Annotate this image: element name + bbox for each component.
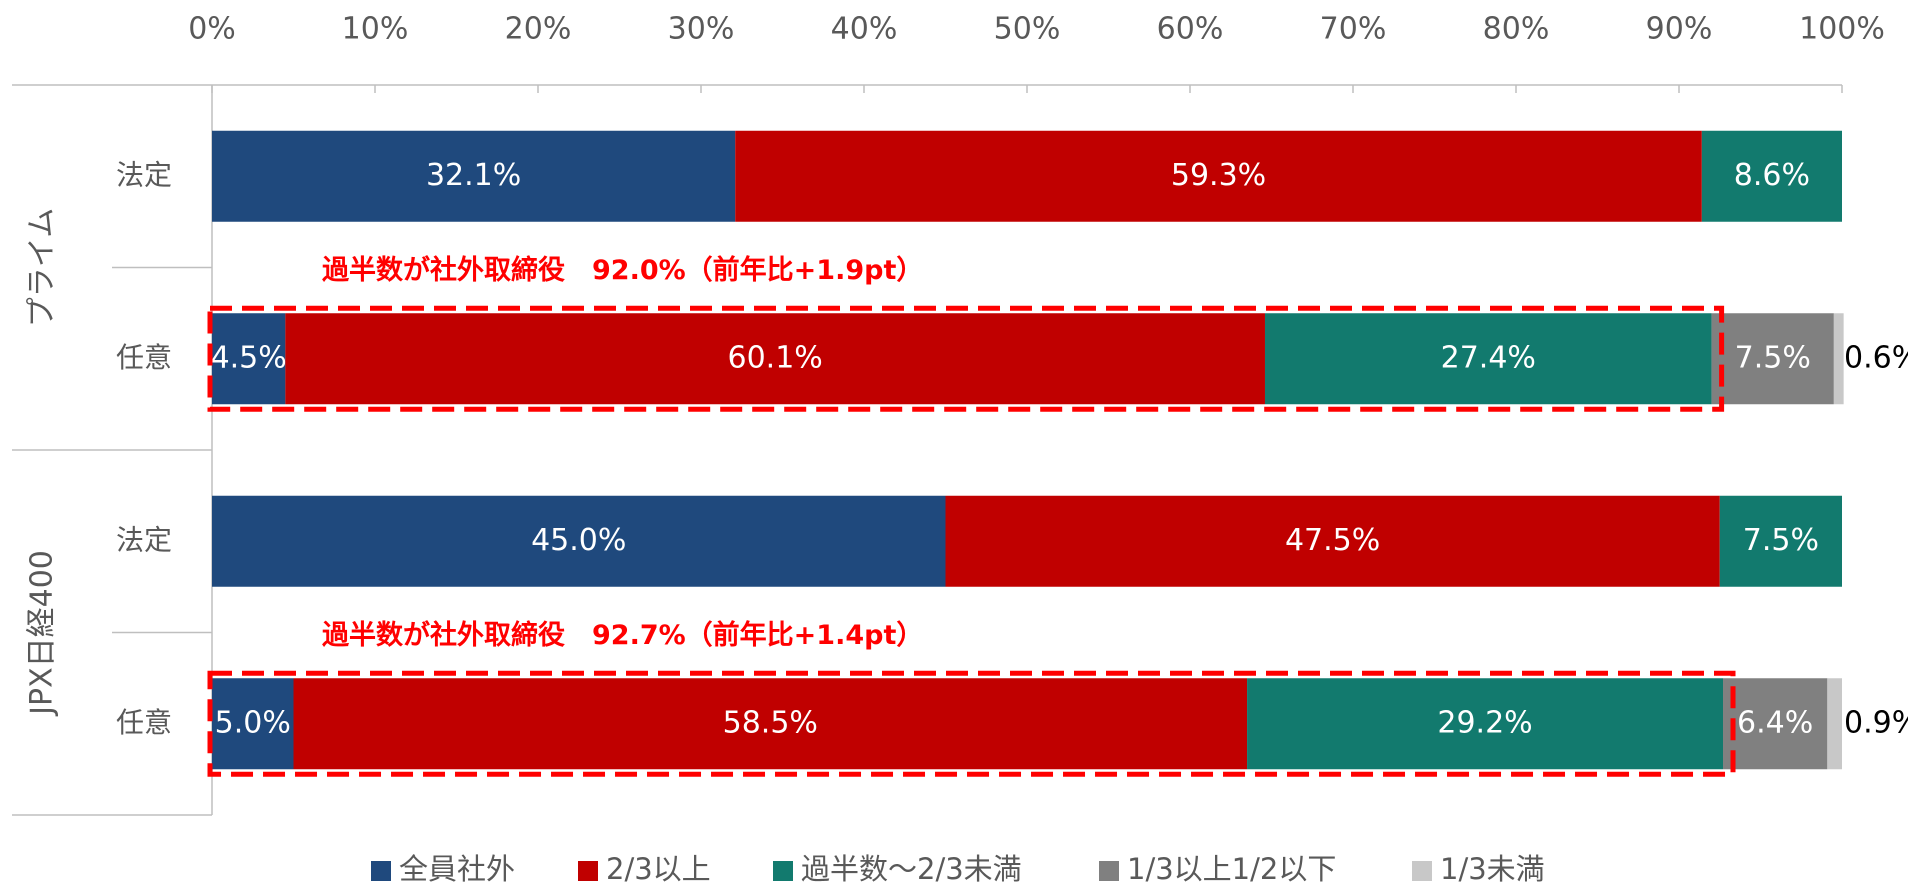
data-label: 7.5% bbox=[1735, 340, 1811, 375]
bar-segment bbox=[945, 495, 1720, 587]
x-tick-label: 50% bbox=[994, 12, 1061, 47]
bar-segment bbox=[1247, 678, 1724, 770]
bar-segment bbox=[285, 313, 1265, 405]
x-tick-label: 70% bbox=[1320, 12, 1387, 47]
data-label: 7.5% bbox=[1743, 523, 1819, 558]
bar-segment bbox=[212, 313, 286, 405]
x-tick-label: 40% bbox=[831, 12, 898, 47]
data-label: 0.6% bbox=[1844, 340, 1908, 375]
x-tick-label: 100% bbox=[1799, 12, 1885, 47]
legend-swatch bbox=[773, 861, 793, 881]
legend-label: 1/3未満 bbox=[1440, 852, 1545, 886]
group-label: JPX日経400 bbox=[25, 550, 60, 717]
category-label: 法定 bbox=[116, 523, 172, 556]
legend-swatch bbox=[578, 861, 598, 881]
bar-segment bbox=[1711, 313, 1834, 405]
x-tick-label: 10% bbox=[342, 12, 409, 47]
data-label: 27.4% bbox=[1441, 340, 1536, 375]
highlight-box bbox=[207, 670, 1736, 777]
legend-swatch bbox=[1412, 861, 1432, 881]
data-label: 8.6% bbox=[1734, 158, 1810, 193]
bar-segment bbox=[212, 495, 946, 587]
x-tick-label: 20% bbox=[505, 12, 572, 47]
bar-segment bbox=[293, 678, 1248, 770]
group-label: プライム bbox=[25, 208, 60, 327]
data-label: 47.5% bbox=[1285, 523, 1380, 558]
legend-label: 1/3以上1/2以下 bbox=[1127, 852, 1336, 886]
x-tick-label: 80% bbox=[1483, 12, 1550, 47]
x-tick-label: 30% bbox=[668, 12, 735, 47]
data-label: 4.5% bbox=[211, 340, 287, 375]
bar-segment bbox=[1719, 495, 1842, 587]
annotation: 過半数が社外取締役 92.7%（前年比+1.4pt） bbox=[322, 619, 923, 651]
annotation: 過半数が社外取締役 92.0%（前年比+1.9pt） bbox=[322, 254, 923, 286]
x-tick-label: 90% bbox=[1646, 12, 1713, 47]
data-label: 5.0% bbox=[215, 705, 291, 740]
highlight-box bbox=[207, 305, 1725, 412]
legend-swatch bbox=[371, 861, 391, 881]
bar-segment bbox=[1723, 678, 1828, 770]
category-label: 法定 bbox=[116, 158, 172, 191]
bar-segment bbox=[1701, 130, 1842, 222]
bar-segment bbox=[212, 678, 294, 770]
data-label: 0.9% bbox=[1844, 705, 1908, 740]
data-label: 29.2% bbox=[1437, 705, 1532, 740]
x-tick-label: 0% bbox=[188, 12, 236, 47]
bar-segment bbox=[1264, 313, 1712, 405]
legend-swatch bbox=[1099, 861, 1119, 881]
category-label: 任意 bbox=[116, 706, 172, 739]
data-label: 60.1% bbox=[728, 340, 823, 375]
legend-label: 過半数～2/3未満 bbox=[801, 852, 1022, 886]
data-label: 58.5% bbox=[723, 705, 818, 740]
bar-segment bbox=[1833, 313, 1844, 405]
data-label: 45.0% bbox=[531, 523, 626, 558]
bar-segment bbox=[735, 130, 1702, 222]
data-label: 59.3% bbox=[1171, 158, 1266, 193]
data-label: 6.4% bbox=[1737, 705, 1813, 740]
bar-segment bbox=[1827, 678, 1842, 770]
legend-label: 全員社外 bbox=[399, 852, 515, 886]
data-label: 32.1% bbox=[426, 158, 521, 193]
legend-label: 2/3以上 bbox=[606, 852, 711, 886]
bar-segment bbox=[212, 130, 736, 222]
x-tick-label: 60% bbox=[1157, 12, 1224, 47]
category-label: 任意 bbox=[116, 341, 172, 374]
